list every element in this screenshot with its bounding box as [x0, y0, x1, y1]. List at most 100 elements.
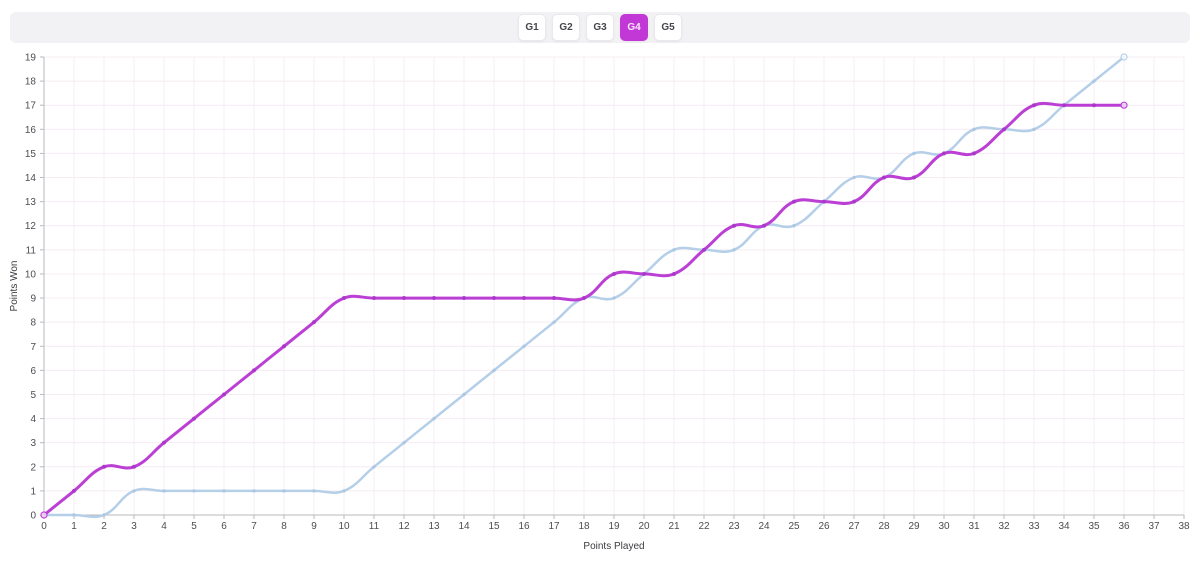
y-tick-label: 13	[25, 197, 37, 208]
data-point-player-points	[732, 223, 736, 228]
data-point-opponent-points	[1092, 79, 1096, 83]
data-point-player-points	[402, 296, 406, 301]
data-point-player-points	[192, 416, 196, 421]
x-tick-label: 27	[848, 521, 860, 532]
data-point-player-points	[1092, 103, 1096, 108]
data-point-opponent-points	[312, 489, 316, 493]
data-point-player-points	[1062, 103, 1066, 108]
data-point-opponent-points	[732, 248, 736, 252]
game-button-g4[interactable]: G4	[620, 14, 648, 41]
data-point-opponent-points	[492, 368, 496, 373]
x-tick-label: 19	[608, 521, 620, 532]
data-point-opponent-points	[852, 175, 856, 180]
game-selector-toolbar: G1 G2 G3 G4 G5	[10, 12, 1190, 43]
x-tick-label: 26	[818, 521, 830, 532]
data-point-opponent-points	[72, 513, 76, 517]
x-tick-label: 16	[518, 521, 530, 532]
y-tick-label: 18	[25, 77, 37, 88]
game-button-g1[interactable]: G1	[518, 14, 546, 41]
x-tick-label: 11	[369, 521, 380, 532]
x-tick-label: 32	[998, 521, 1010, 532]
x-tick-label: 31	[968, 521, 980, 532]
y-tick-label: 3	[30, 438, 36, 449]
data-point-opponent-points	[1032, 127, 1036, 132]
data-point-player-points	[222, 392, 226, 397]
y-tick-label: 0	[30, 511, 36, 522]
data-point-player-points	[162, 440, 166, 445]
y-tick-label: 16	[25, 125, 37, 136]
data-point-player-points	[612, 271, 616, 276]
y-tick-label: 9	[30, 294, 36, 305]
data-point-opponent-points	[552, 320, 556, 324]
y-tick-label: 15	[25, 149, 37, 160]
data-point-opponent-points	[432, 416, 436, 421]
data-point-opponent-points	[132, 489, 136, 493]
y-tick-label: 14	[25, 173, 37, 184]
data-point-player-points	[1002, 127, 1006, 132]
x-tick-label: 3	[131, 521, 137, 532]
y-tick-label: 1	[30, 486, 36, 497]
data-point-player-points	[702, 247, 706, 252]
data-point-opponent-points	[252, 489, 256, 493]
data-point-player-points	[282, 344, 286, 349]
game-button-g2[interactable]: G2	[552, 14, 580, 41]
x-tick-label: 4	[161, 521, 167, 532]
x-tick-label: 7	[251, 521, 257, 532]
game-button-g5[interactable]: G5	[654, 14, 682, 41]
data-point-player-points	[72, 488, 76, 493]
y-tick-label: 4	[30, 414, 36, 425]
x-tick-label: 20	[638, 521, 650, 532]
data-point-player-points	[492, 296, 496, 301]
data-point-player-points	[432, 296, 436, 301]
x-tick-label: 10	[338, 521, 350, 532]
game-button-g3[interactable]: G3	[586, 14, 614, 41]
data-point-player-points	[582, 296, 586, 301]
data-point-opponent-points	[402, 440, 406, 445]
y-axis-title: Points Won	[9, 261, 20, 312]
x-tick-label: 17	[548, 521, 560, 532]
data-point-opponent-points	[672, 248, 676, 252]
x-tick-label: 5	[191, 521, 197, 532]
data-point-player-points	[342, 296, 346, 301]
data-point-player-points	[972, 151, 976, 156]
y-tick-label: 7	[30, 342, 36, 353]
x-tick-label: 36	[1118, 521, 1130, 532]
x-tick-label: 23	[728, 521, 740, 532]
x-tick-label: 9	[311, 521, 317, 532]
x-tick-label: 0	[41, 521, 47, 532]
data-point-player-points	[882, 175, 886, 180]
x-tick-label: 24	[758, 521, 770, 532]
x-tick-label: 14	[458, 521, 470, 532]
x-tick-label: 1	[71, 521, 77, 532]
data-point-player-points	[762, 223, 766, 228]
data-point-player-points	[312, 320, 316, 325]
y-tick-label: 17	[25, 101, 37, 112]
data-point-player-points	[462, 296, 466, 301]
y-tick-label: 10	[25, 269, 37, 280]
y-tick-label: 2	[30, 462, 36, 473]
x-tick-label: 13	[428, 521, 440, 532]
data-point-opponent-points	[522, 344, 526, 348]
data-point-player-points	[642, 271, 646, 276]
y-tick-label: 12	[25, 221, 37, 232]
data-point-opponent-points	[612, 296, 616, 300]
x-tick-label: 30	[938, 521, 950, 532]
data-point-player-points	[792, 199, 796, 204]
data-point-player-points	[102, 464, 106, 469]
data-point-player-points	[672, 271, 676, 276]
endpoint-marker-player-points	[1120, 101, 1128, 109]
x-tick-label: 6	[221, 521, 227, 532]
x-tick-label: 21	[668, 521, 680, 532]
x-tick-label: 28	[878, 521, 890, 532]
x-tick-label: 2	[101, 521, 107, 532]
x-tick-label: 33	[1028, 521, 1040, 532]
x-axis-title: Points Played	[583, 541, 644, 552]
x-tick-label: 35	[1088, 521, 1100, 532]
endpoint-marker-opponent-points	[1120, 53, 1128, 61]
x-tick-label: 15	[488, 521, 500, 532]
y-tick-label: 5	[30, 390, 36, 401]
x-tick-label: 12	[398, 521, 410, 532]
data-point-opponent-points	[372, 465, 376, 469]
data-point-opponent-points	[102, 513, 106, 517]
